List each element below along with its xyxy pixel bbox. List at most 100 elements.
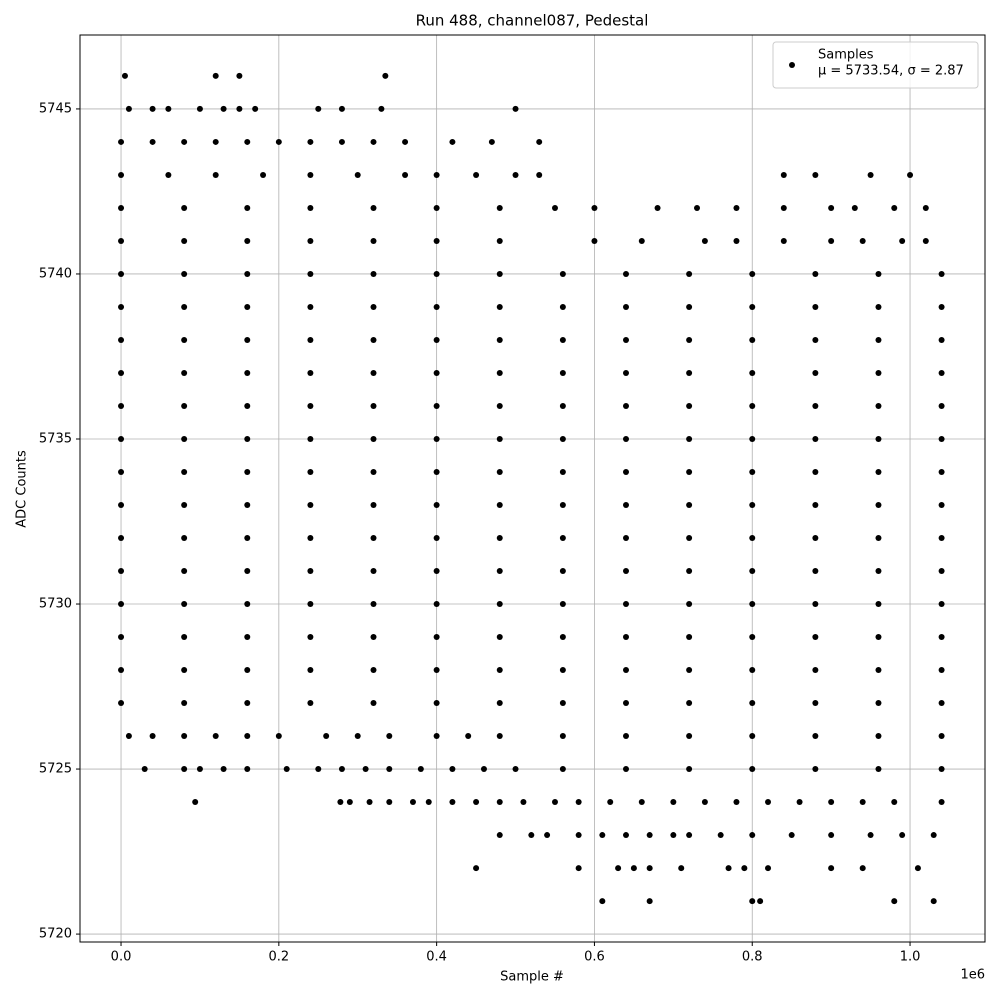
point (181, 237, 188, 244)
x-tick-label: 0.6 (584, 950, 605, 965)
point (875, 535, 882, 542)
point (496, 799, 503, 806)
point (244, 204, 251, 211)
point (749, 270, 756, 277)
point (875, 502, 882, 509)
point (686, 733, 693, 740)
point (449, 766, 456, 773)
point (828, 799, 835, 806)
point (899, 237, 906, 244)
point (812, 402, 819, 409)
point (370, 568, 377, 575)
point (622, 832, 629, 839)
point (867, 171, 874, 178)
point (686, 336, 693, 343)
point (686, 369, 693, 376)
point (118, 369, 125, 376)
point (181, 303, 188, 310)
x-tick-label: 1.0 (900, 950, 921, 965)
point (622, 733, 629, 740)
point (244, 435, 251, 442)
point (496, 303, 503, 310)
point (496, 733, 503, 740)
point (141, 766, 148, 773)
point (907, 171, 914, 178)
point (370, 138, 377, 145)
point (622, 667, 629, 674)
point (433, 634, 440, 641)
point (622, 700, 629, 707)
point (244, 402, 251, 409)
legend-box (772, 41, 979, 89)
point (749, 402, 756, 409)
point (346, 799, 353, 806)
point (370, 700, 377, 707)
point (930, 832, 937, 839)
point (512, 766, 519, 773)
chart-title: Run 488, channel087, Pedestal (416, 12, 649, 30)
point (181, 138, 188, 145)
point (496, 237, 503, 244)
point (496, 369, 503, 376)
point (449, 138, 456, 145)
point (938, 468, 945, 475)
point (307, 303, 314, 310)
grid (80, 35, 985, 942)
point (536, 138, 543, 145)
point (244, 468, 251, 475)
point (599, 832, 606, 839)
point (382, 72, 389, 79)
point (938, 270, 945, 277)
point (386, 766, 393, 773)
point (244, 601, 251, 608)
point (354, 171, 361, 178)
point (938, 667, 945, 674)
points (118, 72, 945, 905)
point (559, 468, 566, 475)
point (875, 634, 882, 641)
point (765, 799, 772, 806)
legend-marker (789, 62, 795, 68)
point (536, 171, 543, 178)
point (749, 435, 756, 442)
point (733, 204, 740, 211)
point (212, 72, 219, 79)
point (496, 468, 503, 475)
point (433, 700, 440, 707)
point (686, 402, 693, 409)
point (828, 865, 835, 872)
point (875, 270, 882, 277)
point (362, 766, 369, 773)
point (473, 799, 480, 806)
point (181, 634, 188, 641)
point (875, 601, 882, 608)
point (121, 72, 128, 79)
point (118, 204, 125, 211)
point (749, 468, 756, 475)
point (118, 568, 125, 575)
point (686, 303, 693, 310)
point (433, 402, 440, 409)
point (433, 204, 440, 211)
point (480, 766, 487, 773)
point (646, 865, 653, 872)
point (749, 369, 756, 376)
point (496, 667, 503, 674)
point (575, 799, 582, 806)
point (891, 898, 898, 905)
point (236, 105, 243, 112)
point (528, 832, 535, 839)
point (875, 303, 882, 310)
point (244, 700, 251, 707)
point (307, 634, 314, 641)
point (196, 766, 203, 773)
point (386, 799, 393, 806)
point (433, 568, 440, 575)
point (417, 766, 424, 773)
point (118, 535, 125, 542)
point (741, 865, 748, 872)
point (891, 799, 898, 806)
point (496, 700, 503, 707)
point (638, 799, 645, 806)
point (386, 733, 393, 740)
